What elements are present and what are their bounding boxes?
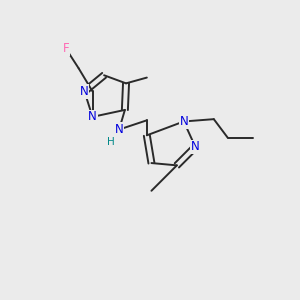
Text: N: N — [191, 140, 200, 153]
Text: H: H — [107, 137, 115, 147]
Text: N: N — [179, 115, 188, 128]
Text: N: N — [80, 85, 89, 98]
Text: F: F — [63, 42, 69, 55]
Text: N: N — [88, 110, 97, 123]
Text: N: N — [115, 123, 124, 136]
